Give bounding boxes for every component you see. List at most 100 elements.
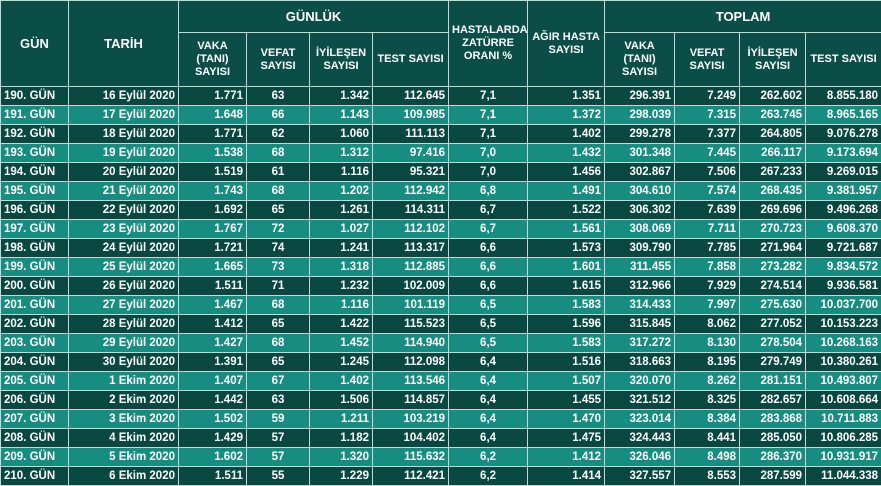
cell-daily-cases: 1.502 (179, 410, 247, 429)
cell-total-tests: 10.268.163 (806, 334, 881, 353)
cell-total-deaths: 8.384 (675, 410, 740, 429)
cell-total-recovered: 270.723 (740, 220, 806, 239)
cell-total-deaths: 8.553 (675, 467, 740, 486)
cell-daily-tests: 113.546 (373, 372, 449, 391)
cell-total-tests: 9.834.572 (806, 258, 881, 277)
cell-total-tests: 10.493.807 (806, 372, 881, 391)
cell-daily-tests: 112.421 (373, 467, 449, 486)
cell-daily-cases: 1.743 (179, 182, 247, 201)
cell-critical-patients: 1.507 (528, 372, 605, 391)
cell-pneumonia-rate: 6,7 (449, 201, 528, 220)
cell-day: 196. GÜN (1, 201, 69, 220)
header-daily-vefat: VEFAT SAYISI (247, 33, 310, 87)
header-total-iyilesen: İYİLEŞEN SAYISI (740, 33, 806, 87)
cell-daily-recovered: 1.245 (310, 353, 373, 372)
cell-daily-cases: 1.429 (179, 429, 247, 448)
cell-daily-tests: 101.119 (373, 296, 449, 315)
cell-critical-patients: 1.470 (528, 410, 605, 429)
cell-day: 205. GÜN (1, 372, 69, 391)
cell-daily-tests: 113.317 (373, 239, 449, 258)
cell-daily-cases: 1.467 (179, 296, 247, 315)
cell-pneumonia-rate: 6,6 (449, 239, 528, 258)
cell-daily-deaths: 66 (247, 106, 310, 125)
cell-daily-cases: 1.427 (179, 334, 247, 353)
cell-daily-deaths: 68 (247, 144, 310, 163)
cell-daily-tests: 102.009 (373, 277, 449, 296)
cell-critical-patients: 1.372 (528, 106, 605, 125)
cell-daily-tests: 112.645 (373, 87, 449, 106)
cell-daily-recovered: 1.506 (310, 391, 373, 410)
cell-total-cases: 321.512 (605, 391, 675, 410)
cell-daily-deaths: 55 (247, 467, 310, 486)
cell-daily-deaths: 68 (247, 334, 310, 353)
cell-pneumonia-rate: 7,1 (449, 125, 528, 144)
cell-total-deaths: 7.785 (675, 239, 740, 258)
cell-daily-recovered: 1.402 (310, 372, 373, 391)
cell-total-recovered: 281.151 (740, 372, 806, 391)
cell-day: 198. GÜN (1, 239, 69, 258)
cell-daily-recovered: 1.060 (310, 125, 373, 144)
cell-daily-recovered: 1.422 (310, 315, 373, 334)
cell-total-deaths: 7.315 (675, 106, 740, 125)
cell-total-cases: 320.070 (605, 372, 675, 391)
cell-daily-deaths: 63 (247, 87, 310, 106)
cell-daily-tests: 112.942 (373, 182, 449, 201)
cell-critical-patients: 1.596 (528, 315, 605, 334)
cell-total-deaths: 8.130 (675, 334, 740, 353)
cell-critical-patients: 1.456 (528, 163, 605, 182)
cell-day: 207. GÜN (1, 410, 69, 429)
cell-day: 200. GÜN (1, 277, 69, 296)
cell-total-recovered: 263.745 (740, 106, 806, 125)
header-daily-iyilesen: İYİLEŞEN SAYISI (310, 33, 373, 87)
cell-pneumonia-rate: 6,4 (449, 391, 528, 410)
cell-total-recovered: 269.696 (740, 201, 806, 220)
cell-critical-patients: 1.615 (528, 277, 605, 296)
cell-daily-recovered: 1.241 (310, 239, 373, 258)
cell-total-cases: 298.039 (605, 106, 675, 125)
cell-total-cases: 327.557 (605, 467, 675, 486)
cell-date: 17 Eylül 2020 (69, 106, 179, 125)
cell-date: 22 Eylül 2020 (69, 201, 179, 220)
cell-total-deaths: 7.506 (675, 163, 740, 182)
cell-total-cases: 312.966 (605, 277, 675, 296)
cell-day: 203. GÜN (1, 334, 69, 353)
cell-pneumonia-rate: 7,0 (449, 163, 528, 182)
header-total-vefat: VEFAT SAYISI (675, 33, 740, 87)
cell-total-cases: 301.348 (605, 144, 675, 163)
cell-date: 19 Eylül 2020 (69, 144, 179, 163)
cell-total-deaths: 7.377 (675, 125, 740, 144)
cell-day: 208. GÜN (1, 429, 69, 448)
cell-date: 28 Eylül 2020 (69, 315, 179, 334)
cell-daily-tests: 115.523 (373, 315, 449, 334)
cell-total-deaths: 8.441 (675, 429, 740, 448)
cell-total-cases: 323.014 (605, 410, 675, 429)
cell-day: 197. GÜN (1, 220, 69, 239)
cell-daily-tests: 112.102 (373, 220, 449, 239)
cell-daily-cases: 1.665 (179, 258, 247, 277)
cell-daily-recovered: 1.229 (310, 467, 373, 486)
cell-pneumonia-rate: 6,5 (449, 315, 528, 334)
cell-pneumonia-rate: 6,5 (449, 334, 528, 353)
cell-total-cases: 315.845 (605, 315, 675, 334)
cell-critical-patients: 1.561 (528, 220, 605, 239)
cell-day: 204. GÜN (1, 353, 69, 372)
cell-total-recovered: 277.052 (740, 315, 806, 334)
cell-day: 206. GÜN (1, 391, 69, 410)
cell-daily-deaths: 72 (247, 220, 310, 239)
cell-total-tests: 9.381.957 (806, 182, 881, 201)
cell-daily-recovered: 1.312 (310, 144, 373, 163)
cell-total-recovered: 275.630 (740, 296, 806, 315)
cell-daily-cases: 1.538 (179, 144, 247, 163)
cell-critical-patients: 1.351 (528, 87, 605, 106)
cell-daily-tests: 114.940 (373, 334, 449, 353)
cell-daily-cases: 1.511 (179, 277, 247, 296)
cell-total-deaths: 7.639 (675, 201, 740, 220)
cell-daily-cases: 1.407 (179, 372, 247, 391)
cell-total-deaths: 8.325 (675, 391, 740, 410)
cell-pneumonia-rate: 6,6 (449, 277, 528, 296)
cell-total-cases: 299.278 (605, 125, 675, 144)
